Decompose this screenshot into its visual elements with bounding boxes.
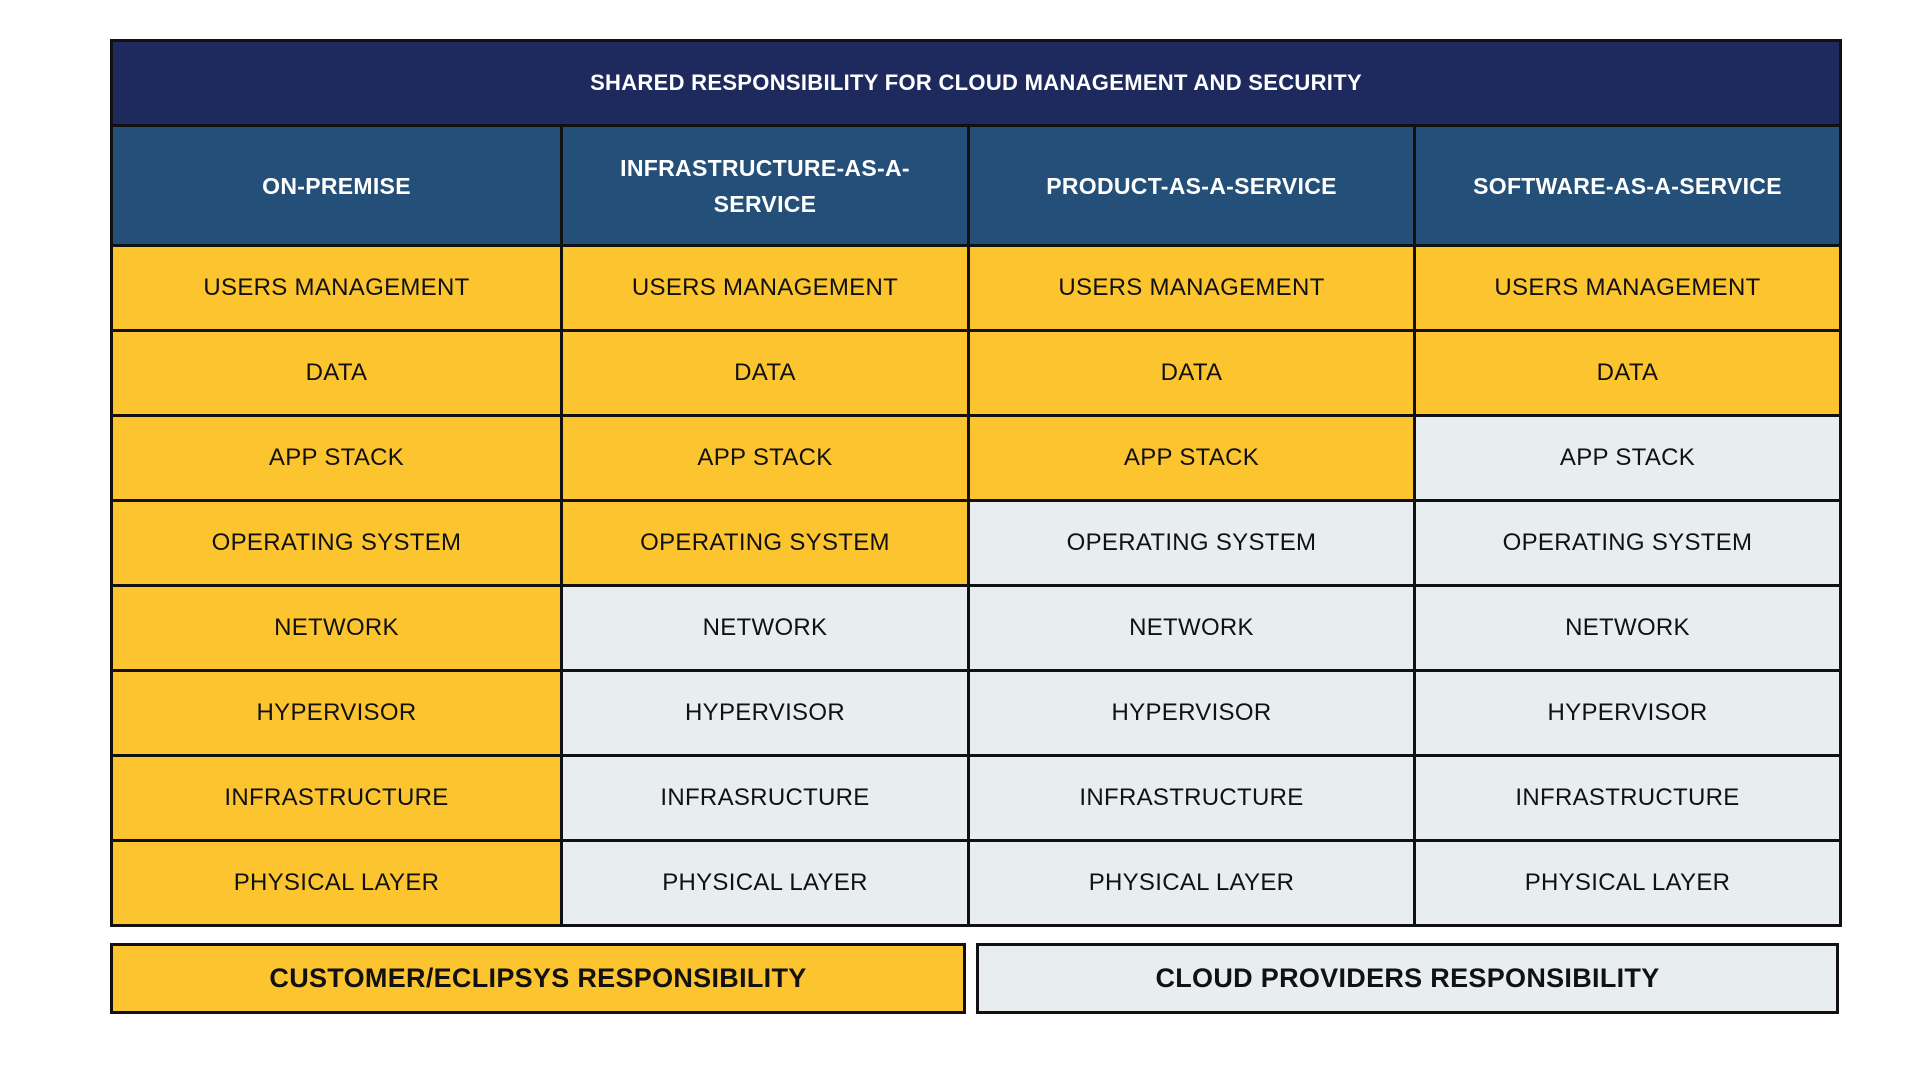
table-cell: USERS MANAGEMENT: [560, 244, 970, 332]
table-cell: NETWORK: [967, 584, 1416, 672]
table-row: APP STACK APP STACK APP STACK APP STACK: [110, 414, 1842, 502]
table-cell: NETWORK: [560, 584, 970, 672]
table-cell: INFRASTRUCTURE: [110, 754, 563, 842]
table-cell: OPERATING SYSTEM: [110, 499, 563, 587]
table-cell: PHYSICAL LAYER: [1413, 839, 1842, 927]
table-row: OPERATING SYSTEM OPERATING SYSTEM OPERATIN…: [110, 499, 1842, 587]
table-cell: OPERATING SYSTEM: [560, 499, 970, 587]
table-row: INFRASTRUCTURE INFRASRUCTURE INFRASTRUCTUR…: [110, 754, 1842, 842]
table-cell: PHYSICAL LAYER: [110, 839, 563, 927]
table-cell: APP STACK: [967, 414, 1416, 502]
table-cell: HYPERVISOR: [1413, 669, 1842, 757]
table-cell: HYPERVISOR: [110, 669, 563, 757]
column-header-paas: PRODUCT-AS-A-SERVICE: [967, 124, 1416, 247]
column-header-saas: SOFTWARE-AS-A-SERVICE: [1413, 124, 1842, 247]
table-cell: NETWORK: [110, 584, 563, 672]
table-cell: APP STACK: [560, 414, 970, 502]
matrix-body: USERS MANAGEMENT USERS MANAGEMENT USERS MA…: [110, 244, 1842, 927]
table-cell: DATA: [560, 329, 970, 417]
table-cell: DATA: [1413, 329, 1842, 417]
table-cell: USERS MANAGEMENT: [110, 244, 563, 332]
table-cell: APP STACK: [1413, 414, 1842, 502]
table-cell: APP STACK: [110, 414, 563, 502]
table-cell: INFRASTRUCTURE: [967, 754, 1416, 842]
table-cell: HYPERVISOR: [967, 669, 1416, 757]
table-cell: PHYSICAL LAYER: [560, 839, 970, 927]
table-row: NETWORK NETWORK NETWORK NETWORK: [110, 584, 1842, 672]
table-row: DATA DATA DATA DATA: [110, 329, 1842, 417]
column-header-iaas: INFRASTRUCTURE-AS-A-SERVICE: [560, 124, 970, 247]
table-row: HYPERVISOR HYPERVISOR HYPERVISOR HYPERVISOR: [110, 669, 1842, 757]
table-cell: USERS MANAGEMENT: [967, 244, 1416, 332]
table-cell: NETWORK: [1413, 584, 1842, 672]
table-cell: OPERATING SYSTEM: [1413, 499, 1842, 587]
column-header-on-premise: ON-PREMISE: [110, 124, 563, 247]
matrix-title: SHARED RESPONSIBILITY FOR CLOUD MANAGEME…: [110, 39, 1842, 127]
table-cell: USERS MANAGEMENT: [1413, 244, 1842, 332]
table-cell: PHYSICAL LAYER: [967, 839, 1416, 927]
legend-customer-responsibility: CUSTOMER/ECLIPSYS RESPONSIBILITY: [110, 943, 966, 1014]
table-cell: HYPERVISOR: [560, 669, 970, 757]
table-cell: INFRASTRUCTURE: [1413, 754, 1842, 842]
table-cell: INFRASRUCTURE: [560, 754, 970, 842]
legend-cloud-provider-responsibility: CLOUD PROVIDERS RESPONSIBILITY: [976, 943, 1839, 1014]
table-cell: OPERATING SYSTEM: [967, 499, 1416, 587]
title-row: SHARED RESPONSIBILITY FOR CLOUD MANAGEME…: [110, 39, 1842, 127]
header-row: ON-PREMISE INFRASTRUCTURE-AS-A-SERVICE P…: [110, 124, 1842, 247]
table-row: USERS MANAGEMENT USERS MANAGEMENT USERS MA…: [110, 244, 1842, 332]
responsibility-matrix: SHARED RESPONSIBILITY FOR CLOUD MANAGEME…: [110, 39, 1842, 927]
table-cell: DATA: [110, 329, 563, 417]
table-cell: DATA: [967, 329, 1416, 417]
table-row: PHYSICAL LAYER PHYSICAL LAYER PHYSICAL LAY…: [110, 839, 1842, 927]
